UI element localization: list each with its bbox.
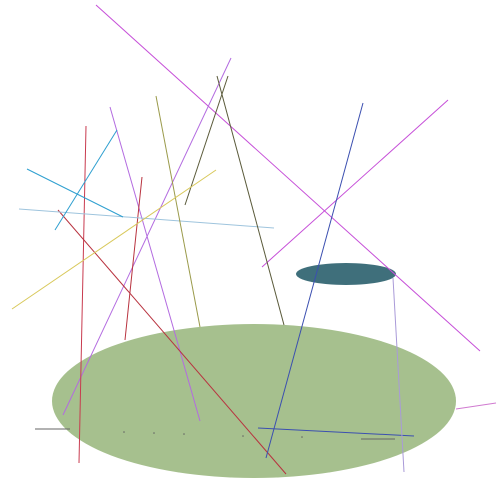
line-dark-short (184, 75, 229, 206)
line-crimson-diagonal (57, 209, 287, 475)
line-yellow (11, 169, 217, 310)
dot-5 (301, 436, 303, 438)
large-green-ellipse (52, 324, 456, 478)
line-violet-steep (109, 106, 201, 422)
small-teal-ellipse (296, 263, 396, 285)
line-dark-long (216, 75, 285, 326)
dot-3 (183, 433, 185, 435)
line-cyan-upper (54, 129, 118, 231)
line-olive (155, 95, 201, 328)
line-blue-bottom (257, 427, 415, 437)
line-magenta-long-diagonal (95, 4, 481, 352)
line-magenta-upper-right (261, 99, 449, 268)
dot-1 (123, 431, 125, 433)
dot-4 (242, 435, 244, 437)
line-lavender (392, 277, 405, 473)
line-blue-long (265, 102, 364, 459)
line-pink-right (455, 402, 497, 410)
line-lightblue-horizontal (18, 208, 275, 229)
dot-2 (153, 432, 155, 434)
line-crimson-short (124, 176, 143, 341)
line-cyan-cross (26, 168, 124, 218)
